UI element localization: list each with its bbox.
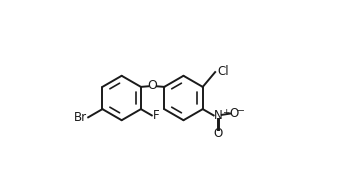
Text: O: O xyxy=(229,107,238,120)
Text: Cl: Cl xyxy=(217,65,229,78)
Text: Br: Br xyxy=(74,111,87,124)
Text: +: + xyxy=(222,108,229,117)
Text: O: O xyxy=(214,127,223,140)
Text: F: F xyxy=(153,109,160,122)
Text: O: O xyxy=(148,79,158,93)
Text: −: − xyxy=(237,106,245,115)
Text: N: N xyxy=(214,109,223,122)
